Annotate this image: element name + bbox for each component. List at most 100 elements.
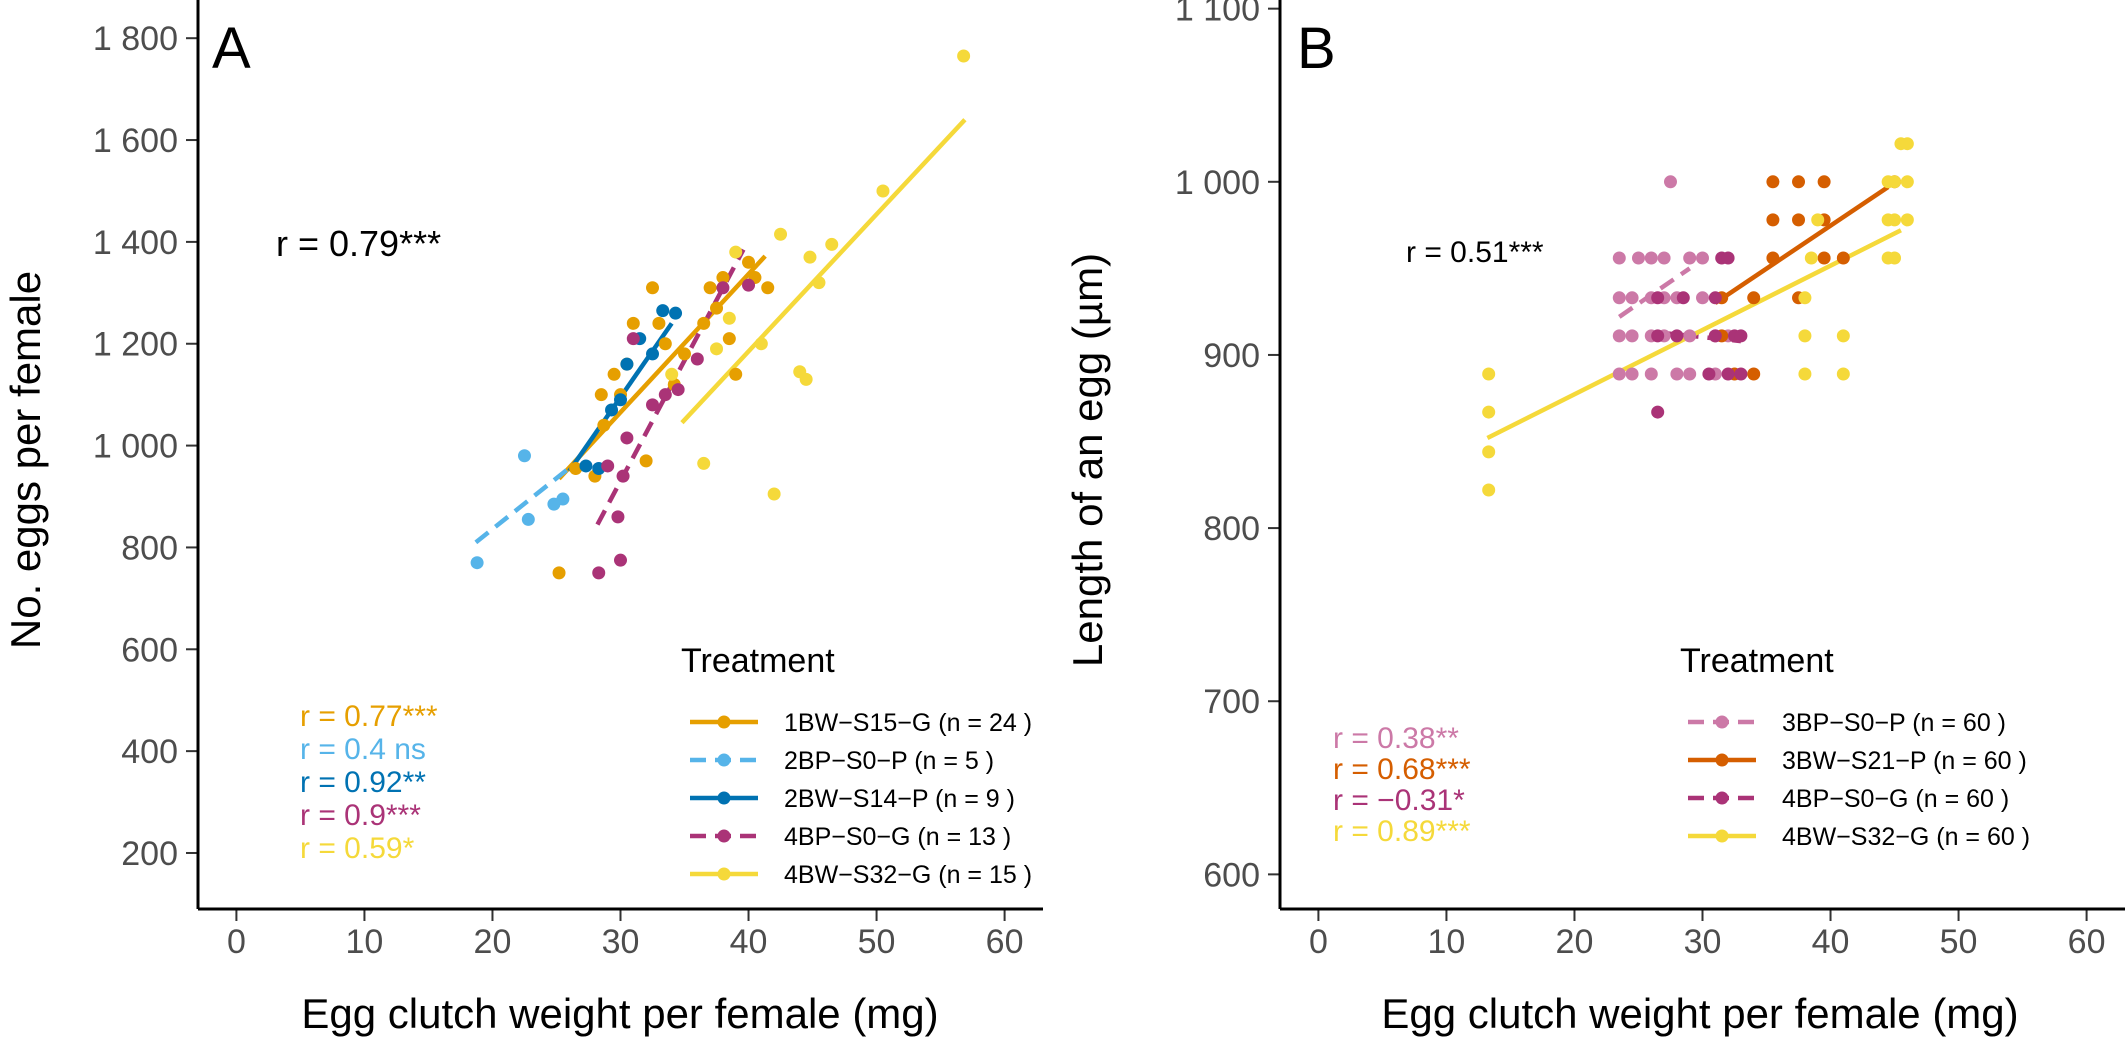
data-point	[1625, 329, 1639, 343]
data-point	[742, 278, 756, 292]
data-point	[1482, 445, 1496, 459]
data-point	[614, 553, 627, 567]
data-point	[1670, 367, 1684, 381]
data-point	[607, 367, 621, 381]
data-point	[729, 367, 743, 381]
y-tick-label: 1 100	[1175, 0, 1260, 29]
data-point	[710, 342, 724, 356]
data-point	[1663, 175, 1677, 189]
regression-line	[1618, 266, 1691, 319]
data-point	[754, 337, 768, 351]
legend-label: 2BW−S14−P (n = 9 )	[784, 785, 1015, 813]
y-tick-label: 1 000	[1175, 164, 1260, 202]
data-point	[639, 454, 653, 468]
data-point	[1836, 367, 1850, 381]
legend-key-point	[1715, 753, 1729, 767]
data-point	[1644, 251, 1658, 265]
data-point	[652, 316, 666, 330]
x-tick-label: 30	[602, 923, 640, 961]
data-point	[799, 372, 813, 386]
legend-label: 4BW−S32−G (n = 15 )	[784, 861, 1032, 889]
data-point	[1766, 251, 1780, 265]
series-correlation-label: r = 0.77***	[300, 700, 438, 733]
data-point	[729, 245, 743, 259]
data-point	[1631, 251, 1645, 265]
data-point	[646, 347, 660, 361]
data-point	[1612, 367, 1626, 381]
legend-label: 3BP−S0−P (n = 60 )	[1782, 709, 2006, 737]
data-point	[1482, 483, 1496, 497]
data-point	[957, 49, 971, 63]
x-tick-label: 40	[1812, 923, 1850, 961]
plot-area	[1280, 0, 2125, 909]
data-point	[1888, 213, 1902, 227]
regression-line	[1714, 185, 1890, 305]
data-point	[1766, 213, 1780, 227]
series-correlation-label: r = 0.92**	[300, 766, 426, 799]
data-point	[605, 403, 619, 417]
data-point	[626, 316, 640, 330]
legend-label: 2BP−S0−P (n = 5 )	[784, 747, 994, 775]
data-point	[1696, 291, 1709, 305]
data-point	[517, 449, 531, 463]
data-point	[669, 306, 683, 320]
y-tick-label: 200	[121, 835, 178, 873]
legend-key-point	[1715, 715, 1729, 729]
data-point	[646, 281, 660, 295]
data-point	[616, 469, 630, 483]
regression-line	[680, 118, 967, 425]
panel-label: A	[212, 16, 251, 81]
legend: 3BP−S0−P (n = 60 ) 3BW−S21−P (n = 60 ) 4BP…	[1688, 709, 2030, 851]
x-tick-label: 20	[1556, 923, 1594, 961]
x-tick-label: 10	[346, 923, 384, 961]
x-axis-title: Egg clutch weight per female (mg)	[301, 990, 938, 1037]
data-point	[626, 332, 640, 346]
x-tick-label: 40	[730, 923, 768, 961]
series-correlation-label: r = 0.89***	[1333, 815, 1471, 848]
data-point	[1836, 251, 1850, 265]
x-tick-label: 60	[986, 923, 1024, 961]
data-point	[1625, 367, 1639, 381]
data-point	[1683, 329, 1697, 343]
panel-a: 0 10 20 30 40 50 60 200 400 600 800 1 000 1 200 1 40…	[2, 0, 1043, 1037]
data-point	[1657, 251, 1671, 265]
data-point	[1734, 367, 1748, 381]
y-tick-label: 1 600	[93, 122, 178, 160]
data-point	[592, 566, 606, 580]
data-point	[1817, 251, 1831, 265]
data-point	[569, 462, 583, 476]
data-point	[1651, 291, 1665, 305]
y-axis-title: Length of an egg (µm)	[1064, 253, 1111, 667]
legend-key-point	[717, 867, 731, 881]
data-point	[876, 184, 890, 198]
x-tick-label: 50	[858, 923, 896, 961]
y-tick-label: 1 000	[93, 428, 178, 466]
legend-key-point	[717, 753, 731, 767]
legend-key-point	[1715, 829, 1729, 843]
data-point	[1612, 251, 1626, 265]
y-axis-ticks: 200 400 600 800 1 000 1 200 1 400 1 600 1 800	[93, 20, 198, 873]
data-point	[1644, 367, 1658, 381]
data-point	[1817, 175, 1831, 189]
data-point	[665, 367, 679, 381]
data-point	[1900, 175, 1914, 189]
y-tick-label: 1 400	[93, 224, 178, 262]
data-point	[1888, 251, 1902, 265]
y-tick-label: 600	[121, 631, 178, 669]
legend-label: 4BP−S0−G (n = 13 )	[784, 823, 1011, 851]
legend-label: 4BP−S0−G (n = 60 )	[1782, 785, 2009, 813]
regression-line	[557, 254, 767, 481]
y-tick-label: 700	[1203, 683, 1260, 721]
legend-key-point	[1715, 791, 1729, 805]
data-point	[1721, 367, 1735, 381]
legend-title: Treatment	[681, 642, 835, 680]
data-point	[1811, 213, 1825, 227]
legend-key-point	[717, 829, 731, 843]
data-point	[1766, 175, 1780, 189]
data-point	[597, 418, 611, 432]
data-point	[552, 566, 566, 580]
x-tick-label: 20	[474, 923, 512, 961]
data-point	[1836, 329, 1850, 343]
data-point	[1651, 329, 1665, 343]
